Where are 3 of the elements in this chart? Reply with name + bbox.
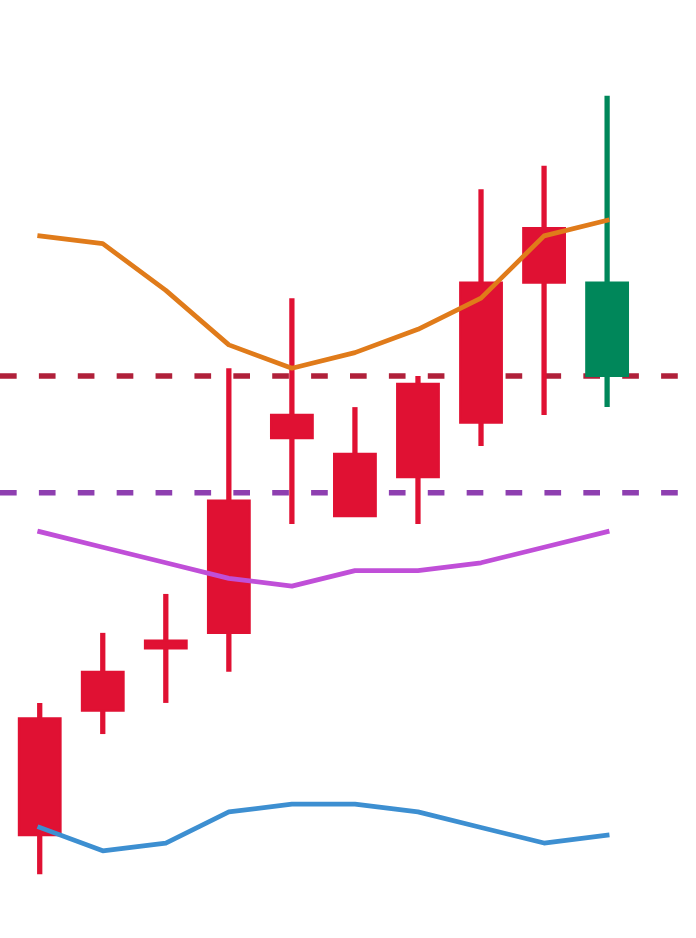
candlestick — [143, 591, 188, 706]
candlestick — [80, 630, 125, 737]
candlestick — [269, 295, 314, 527]
